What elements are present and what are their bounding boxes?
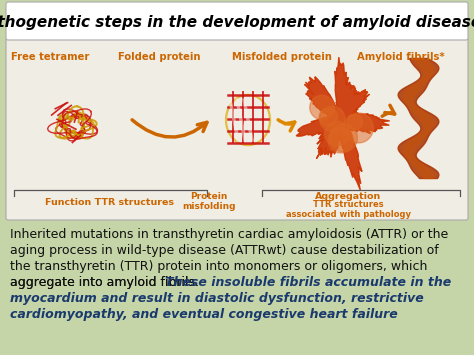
Text: myocardium and result in diastolic dysfunction, restrictive: myocardium and result in diastolic dysfu… <box>10 292 424 305</box>
Text: Pathogenetic steps in the development of amyloid diseases.: Pathogenetic steps in the development of… <box>0 15 474 29</box>
Polygon shape <box>328 128 353 153</box>
Polygon shape <box>344 113 374 143</box>
Polygon shape <box>319 108 337 126</box>
Text: Aggregation: Aggregation <box>315 192 382 201</box>
Text: aging process in wild-type disease (ATTRwt) cause destabilization of: aging process in wild-type disease (ATTR… <box>10 244 439 257</box>
Polygon shape <box>310 95 334 120</box>
Text: aggregate into amyloid fibrils.: aggregate into amyloid fibrils. <box>10 276 203 289</box>
Polygon shape <box>296 57 390 190</box>
Text: TTR structures
associated with pathology: TTR structures associated with pathology <box>286 200 411 219</box>
Text: Protein
misfolding: Protein misfolding <box>182 192 235 211</box>
FancyBboxPatch shape <box>6 38 468 220</box>
Text: aggregate into amyloid fibrils.: aggregate into amyloid fibrils. <box>10 276 203 289</box>
Text: the transthyretin (TTR) protein into monomers or oligomers, which: the transthyretin (TTR) protein into mon… <box>10 260 428 273</box>
FancyBboxPatch shape <box>6 2 468 40</box>
Text: Misfolded protein: Misfolded protein <box>232 52 332 62</box>
Polygon shape <box>347 114 363 130</box>
Text: cardiomyopathy, and eventual congestive heart failure: cardiomyopathy, and eventual congestive … <box>10 308 398 321</box>
Text: Free tetramer: Free tetramer <box>10 52 89 62</box>
Text: Amyloid fibrils*: Amyloid fibrils* <box>356 52 445 62</box>
Text: Function TTR structures: Function TTR structures <box>46 198 174 207</box>
Text: Folded protein: Folded protein <box>118 52 200 62</box>
Polygon shape <box>329 124 357 152</box>
Text: Inherited mutations in transthyretin cardiac amyloidosis (ATTR) or the: Inherited mutations in transthyretin car… <box>10 228 448 241</box>
Polygon shape <box>319 106 345 132</box>
Polygon shape <box>325 121 349 146</box>
Text: These insoluble fibrils accumulate in the: These insoluble fibrils accumulate in th… <box>165 276 451 289</box>
